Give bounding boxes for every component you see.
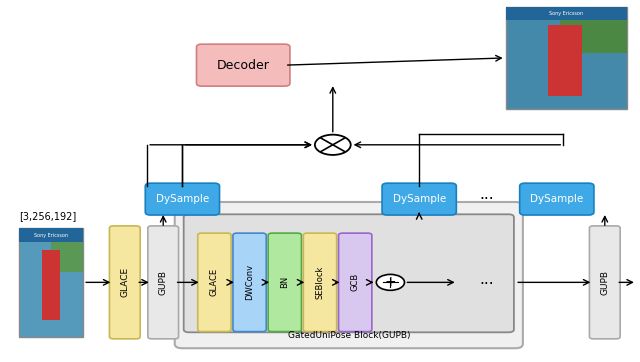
Text: +: +: [385, 275, 396, 289]
FancyBboxPatch shape: [109, 226, 140, 339]
Text: SEBlock: SEBlock: [316, 266, 324, 299]
Text: GCB: GCB: [351, 273, 360, 291]
Bar: [19, 228, 83, 337]
FancyBboxPatch shape: [268, 233, 301, 332]
Bar: [19, 228, 83, 242]
Text: DySample: DySample: [392, 194, 446, 204]
FancyBboxPatch shape: [339, 233, 372, 332]
FancyBboxPatch shape: [233, 233, 266, 332]
Bar: [42, 250, 60, 320]
Circle shape: [315, 135, 351, 155]
Text: Sony Ericsson: Sony Ericsson: [34, 233, 68, 237]
Text: Sony Ericsson: Sony Ericsson: [549, 11, 584, 16]
Text: GUPB: GUPB: [159, 270, 168, 295]
Text: ···: ···: [479, 191, 493, 207]
FancyBboxPatch shape: [198, 233, 231, 332]
FancyBboxPatch shape: [175, 202, 523, 348]
Text: ···: ···: [479, 277, 493, 292]
FancyBboxPatch shape: [148, 226, 179, 339]
FancyBboxPatch shape: [520, 183, 594, 215]
FancyBboxPatch shape: [303, 233, 337, 332]
Bar: [506, 7, 627, 20]
Bar: [561, 7, 627, 53]
Text: [3,256,192]: [3,256,192]: [19, 211, 76, 222]
FancyBboxPatch shape: [382, 183, 456, 215]
Bar: [548, 25, 582, 96]
Text: GLACE: GLACE: [210, 268, 219, 296]
Text: GatedUniPose Block(GUPB): GatedUniPose Block(GUPB): [287, 331, 410, 340]
Text: BN: BN: [280, 276, 289, 289]
Bar: [506, 7, 627, 109]
Text: DySample: DySample: [530, 194, 584, 204]
FancyBboxPatch shape: [589, 226, 620, 339]
Circle shape: [376, 274, 404, 290]
FancyBboxPatch shape: [145, 183, 220, 215]
Text: GLACE: GLACE: [120, 267, 129, 298]
FancyBboxPatch shape: [184, 214, 514, 332]
Text: DWConv: DWConv: [245, 264, 254, 300]
Text: Decoder: Decoder: [217, 59, 269, 72]
Text: GUPB: GUPB: [600, 270, 609, 295]
Bar: [51, 228, 83, 272]
FancyBboxPatch shape: [196, 44, 290, 86]
Text: DySample: DySample: [156, 194, 209, 204]
